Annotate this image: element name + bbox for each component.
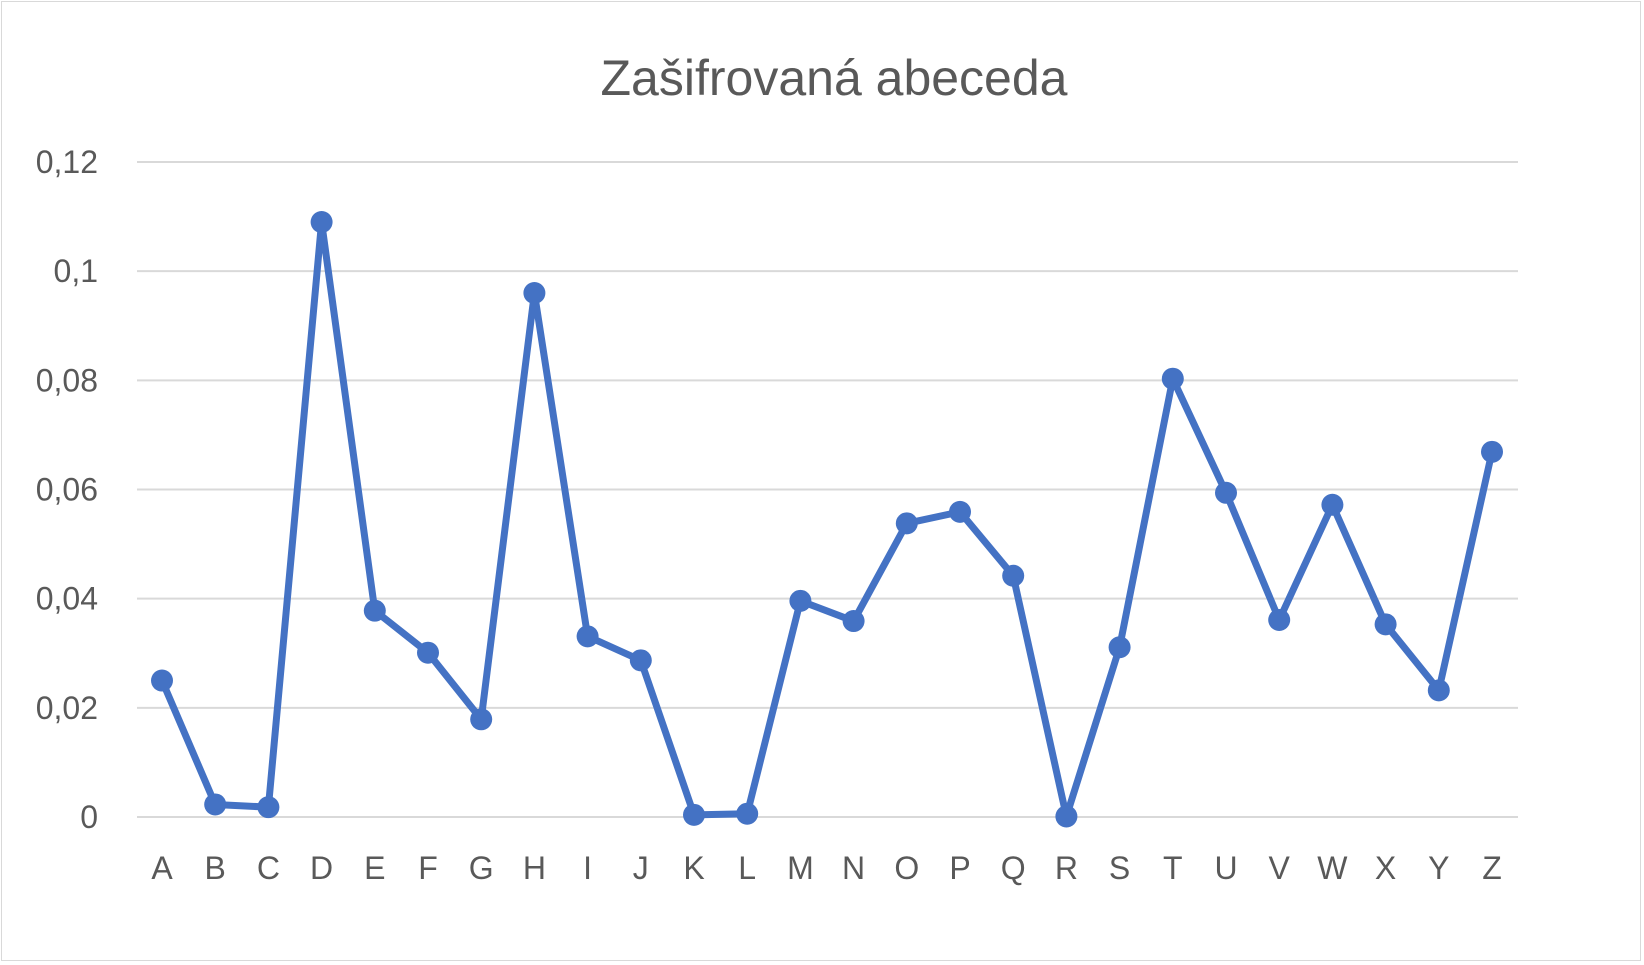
y-tick-label: 0,04 xyxy=(36,581,98,617)
x-tick-label: T xyxy=(1163,850,1183,886)
data-point-p xyxy=(949,500,971,523)
y-axis-tick-labels: 0 0,02 0,04 0,06 0,08 0,1 0,12 xyxy=(36,144,98,835)
data-point-b xyxy=(204,793,227,816)
y-tick-label: 0,1 xyxy=(54,253,98,289)
data-point-y xyxy=(1427,679,1450,702)
data-point-s xyxy=(1108,636,1131,659)
x-tick-label: Y xyxy=(1428,850,1449,886)
y-tick-label: 0,02 xyxy=(36,690,98,726)
x-tick-label: R xyxy=(1055,850,1078,886)
x-tick-label: H xyxy=(523,850,546,886)
data-point-o xyxy=(895,512,918,535)
data-point-x xyxy=(1374,613,1397,636)
x-tick-label: B xyxy=(205,850,226,886)
y-tick-label: 0,08 xyxy=(36,362,98,398)
data-point-m xyxy=(789,589,812,612)
data-point-i xyxy=(576,625,599,648)
x-tick-label: M xyxy=(787,850,814,886)
x-tick-label: C xyxy=(257,850,280,886)
y-tick-label: 0 xyxy=(80,799,98,835)
data-point-t xyxy=(1161,367,1184,390)
x-tick-label: U xyxy=(1214,850,1237,886)
x-tick-label: W xyxy=(1317,850,1348,886)
x-tick-label: P xyxy=(949,850,970,886)
x-tick-label: Q xyxy=(1001,850,1026,886)
data-point-f xyxy=(417,641,439,664)
gridlines xyxy=(137,161,1518,818)
data-point-d xyxy=(310,211,333,234)
data-point-h xyxy=(523,282,546,304)
x-tick-label: G xyxy=(469,850,494,886)
data-point-l xyxy=(736,802,759,825)
data-point-z xyxy=(1481,440,1503,463)
data-point-g xyxy=(470,708,493,731)
chart-title: Zašifrovaná abeceda xyxy=(601,50,1068,106)
data-point-q xyxy=(1002,564,1025,587)
x-tick-label: K xyxy=(683,850,704,886)
data-point-e xyxy=(363,599,386,622)
y-tick-label: 0,06 xyxy=(36,472,98,508)
y-tick-label: 0,12 xyxy=(36,144,98,180)
x-tick-label: Z xyxy=(1482,850,1502,886)
x-tick-label: S xyxy=(1109,850,1130,886)
data-point-v xyxy=(1268,608,1291,631)
data-point-j xyxy=(629,649,652,672)
data-point-w xyxy=(1321,493,1344,516)
data-point-a xyxy=(151,669,173,692)
x-tick-label: N xyxy=(842,850,865,886)
x-tick-label: D xyxy=(310,850,333,886)
x-tick-label: F xyxy=(418,850,438,886)
x-tick-label: I xyxy=(583,850,592,886)
x-tick-label: E xyxy=(364,850,385,886)
x-tick-label: X xyxy=(1375,850,1396,886)
data-point-u xyxy=(1215,481,1237,504)
series-line xyxy=(158,218,1496,820)
x-tick-label: A xyxy=(151,850,173,886)
data-point-c xyxy=(257,796,280,819)
x-tick-label: J xyxy=(633,850,649,886)
data-point-n xyxy=(842,610,865,633)
data-point-r xyxy=(1055,805,1078,828)
x-tick-label: V xyxy=(1269,850,1291,886)
data-point-k xyxy=(683,803,705,826)
x-tick-label: O xyxy=(894,850,919,886)
x-tick-label: L xyxy=(738,850,756,886)
series-group xyxy=(151,211,1503,828)
